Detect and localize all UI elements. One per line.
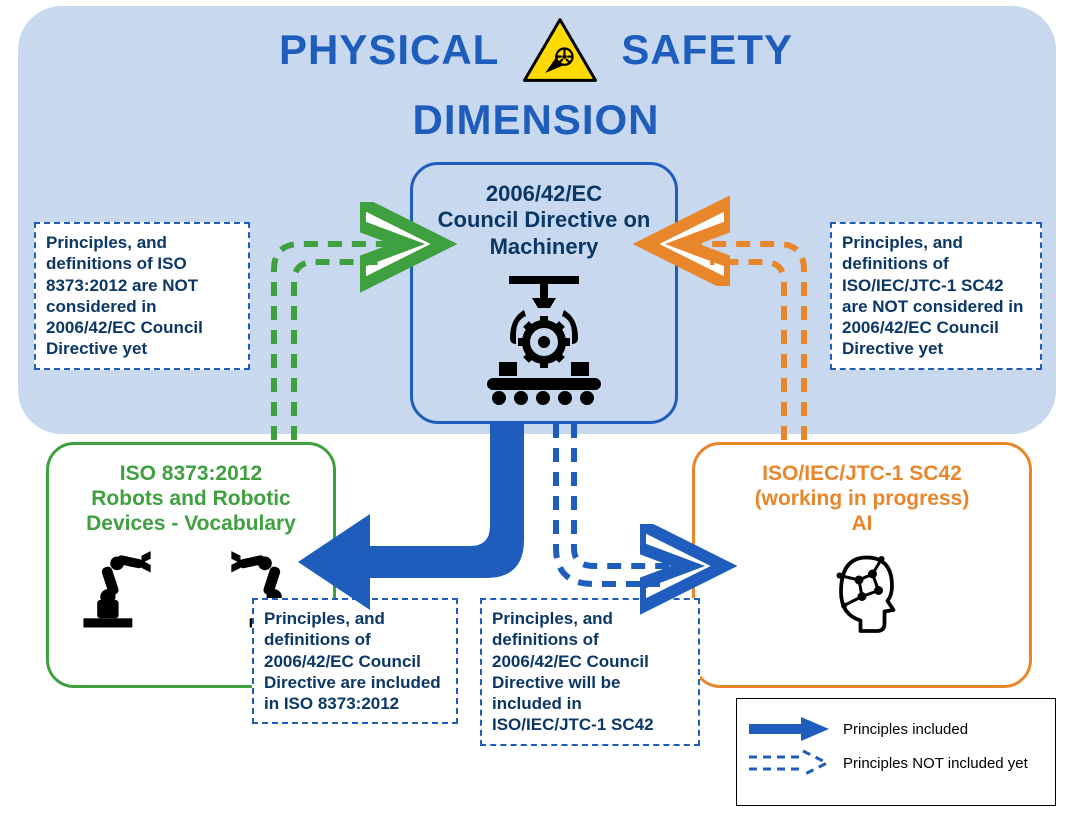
node-ec-text: 2006/42/EC Council Directive on Machiner… — [413, 165, 675, 266]
node-ec-line3: Machinery — [490, 234, 599, 259]
note-iso-not-in-ec: Principles, and definitions of ISO 8373:… — [34, 222, 250, 370]
node-ec-directive: 2006/42/EC Council Directive on Machiner… — [410, 162, 678, 424]
node-ec-line1: 2006/42/EC — [486, 181, 602, 206]
ai-head-icon — [695, 543, 1029, 637]
node-ec-line2: Council Directive on — [438, 207, 651, 232]
legend-arrow-solid-icon — [749, 715, 829, 743]
node-iso-line1: ISO 8373:2012 — [120, 462, 262, 485]
node-sc42-text: ISO/IEC/JTC-1 SC42 (working in progress)… — [695, 445, 1029, 543]
title-bottom-row: DIMENSION — [0, 96, 1072, 144]
arrow-notincluded-ec-to-sc42 — [574, 424, 676, 566]
legend: Principles included Principles NOT inclu… — [736, 698, 1056, 806]
node-sc42-line2: (working in progress) — [755, 487, 970, 510]
title-row: PHYSICAL SAFETY — [0, 18, 1072, 82]
node-iso-text: ISO 8373:2012 Robots and Robotic Devices… — [49, 445, 333, 543]
node-sc42: ISO/IEC/JTC-1 SC42 (working in progress)… — [692, 442, 1032, 688]
legend-row-included: Principles included — [749, 715, 1043, 743]
legend-included-label: Principles included — [843, 721, 968, 738]
node-sc42-line3: AI — [852, 512, 873, 535]
hazard-triangle-icon — [523, 18, 597, 82]
machinery-icon — [413, 266, 675, 420]
title-left: PHYSICAL — [279, 26, 499, 74]
legend-not-included-label: Principles NOT included yet — [843, 755, 1028, 772]
title-right: SAFETY — [621, 26, 793, 74]
note-ec-in-sc42: Principles, and definitions of 2006/42/E… — [480, 598, 700, 746]
legend-arrow-dashed-icon — [749, 749, 829, 777]
robot-arm-icon — [72, 545, 156, 629]
title-bottom: DIMENSION — [412, 96, 659, 143]
note-ec-in-iso: Principles, and definitions of 2006/42/E… — [252, 598, 458, 724]
node-iso-line3: Devices - Vocabulary — [86, 512, 296, 535]
note-sc42-not-in-ec: Principles, and definitions of ISO/IEC/J… — [830, 222, 1042, 370]
node-iso-line2: Robots and Robotic — [91, 487, 290, 510]
legend-row-not-included: Principles NOT included yet — [749, 749, 1043, 777]
node-sc42-line1: ISO/IEC/JTC-1 SC42 — [762, 462, 962, 485]
